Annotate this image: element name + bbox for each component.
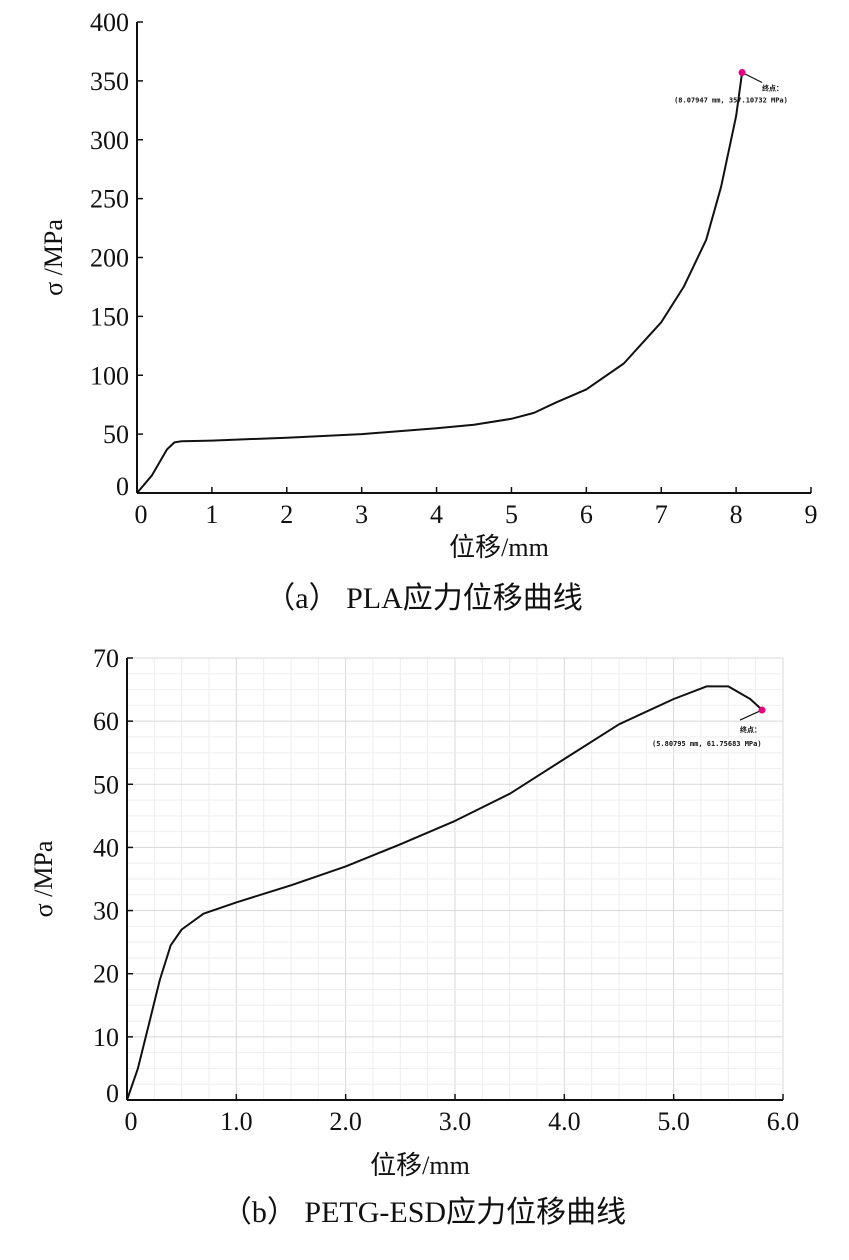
y-tick-label: 70 [93,644,119,673]
y-tick-label: 250 [90,185,129,214]
y-axis-label: σ /MPa [39,219,68,296]
y-tick-label: 30 [93,897,119,926]
y-tick-label: 350 [90,67,129,96]
x-tick-label: 7 [655,500,668,529]
y-tick-label: 20 [93,960,119,989]
x-tick-label: 4 [430,500,443,529]
y-tick-label: 50 [93,770,119,799]
y-tick-label: 50 [103,420,129,449]
endpoint-label: 终点： [740,725,761,734]
y-tick-label: 100 [90,361,129,390]
x-axis-label: 位移/mm [449,533,549,562]
x-tick-label: 2 [280,500,293,529]
x-tick-label: 4.0 [548,1107,581,1136]
endpoint-marker [738,69,746,77]
x-tick-label: 3 [355,500,368,529]
endpoint-text: (5.80795 mm, 61.75683 MPa) [652,740,762,748]
x-axis-label: 位移/mm [370,1151,470,1180]
x-tick-label: 0 [135,500,148,529]
x-tick-label: 0 [125,1107,138,1136]
x-tick-label: 6 [580,500,593,529]
endpoint-text: (8.07947 mm, 357.10732 MPa) [674,97,788,105]
x-tick-label: 1.0 [220,1107,253,1136]
y-tick-label: 40 [93,833,119,862]
y-tick-label: 10 [93,1023,119,1052]
x-tick-label: 5 [505,500,518,529]
x-tick-label: 1 [205,500,218,529]
x-tick-label: 6.0 [767,1107,800,1136]
endpoint-leader [741,71,763,84]
endpoint-leader [739,709,763,721]
figure-caption: （a） PLA应力位移曲线 [265,582,583,615]
curve-line [136,72,744,494]
x-tick-label: 5.0 [657,1107,690,1136]
y-tick-label: 200 [90,244,129,273]
y-axis-label: σ /MPa [29,840,58,917]
x-tick-label: 3.0 [439,1107,472,1136]
curve-line [126,685,763,1101]
figure-caption: （b） PETG-ESD应力位移曲线 [222,1196,626,1229]
x-tick-label: 9 [805,500,818,529]
x-tick-label: 2.0 [329,1107,362,1136]
endpoint-label: 终点： [762,84,783,93]
x-tick-label: 8 [730,500,743,529]
endpoint-marker [758,706,766,714]
y-tick-label: 0 [106,1079,119,1108]
y-tick-label: 0 [116,472,129,501]
y-tick-label: 300 [90,126,129,155]
y-tick-label: 400 [90,8,129,37]
y-tick-label: 60 [93,707,119,736]
y-tick-label: 150 [90,302,129,331]
